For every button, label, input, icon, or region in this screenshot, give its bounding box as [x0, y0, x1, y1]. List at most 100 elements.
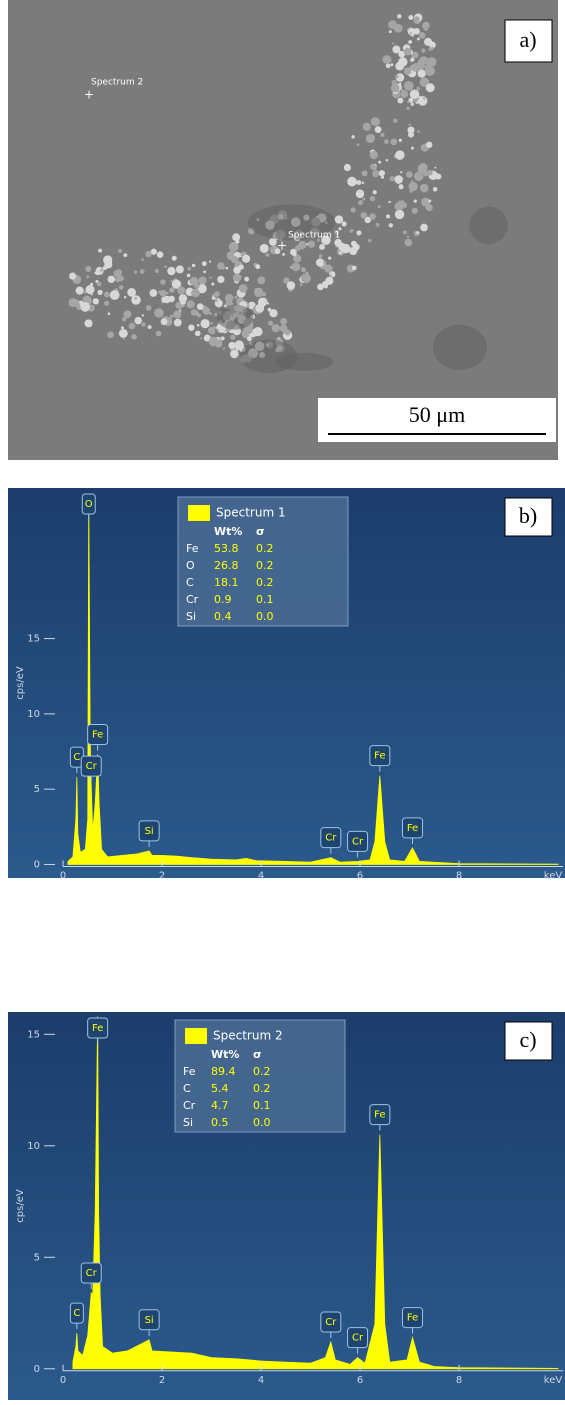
x-axis-label: keV [544, 1375, 563, 1386]
particle [234, 340, 244, 350]
particle [234, 295, 238, 299]
particle [430, 46, 434, 50]
particle [286, 281, 296, 290]
legend-label: Spectrum 2 [213, 1029, 283, 1043]
table-cell: 0.2 [256, 559, 274, 572]
legend-swatch [185, 1028, 207, 1044]
table-cell: C [183, 1082, 191, 1095]
peak-label-box [402, 817, 424, 839]
particle [425, 83, 435, 93]
dark-patch [240, 339, 297, 374]
particle [355, 189, 365, 199]
particle [214, 326, 217, 330]
particle [254, 287, 258, 291]
y-axis-label: cps/eV [15, 1189, 26, 1223]
particle [423, 26, 429, 32]
particle [362, 122, 371, 131]
particle [238, 264, 244, 270]
peak-label: Fe [92, 730, 103, 741]
particle [350, 207, 356, 213]
particle [419, 183, 429, 193]
particle [378, 170, 385, 177]
x-tick-label: 6 [357, 870, 363, 881]
particle [228, 341, 236, 350]
particle [80, 302, 91, 312]
peak-label: Fe [374, 1110, 385, 1121]
peak-label: Si [145, 826, 154, 837]
particle [358, 200, 364, 206]
particle [418, 31, 426, 39]
particle [398, 138, 402, 142]
particle [113, 269, 121, 278]
particle [388, 30, 392, 34]
particle [406, 106, 410, 110]
peak-label-box [369, 1104, 391, 1126]
y-tick-label: 0 [34, 1364, 40, 1375]
particle [328, 274, 332, 278]
particle [262, 292, 267, 297]
particle [203, 270, 207, 274]
particle [217, 329, 220, 332]
particle [356, 180, 362, 185]
table-cell: 0.4 [214, 610, 232, 623]
particle [408, 123, 411, 126]
particle [107, 312, 111, 316]
particle [383, 57, 388, 61]
legend-swatch [188, 505, 210, 521]
particle [403, 47, 412, 56]
particle [282, 253, 285, 256]
particle [328, 256, 332, 260]
particle [369, 213, 376, 220]
table-cell: 26.8 [214, 559, 239, 572]
particle [410, 102, 414, 106]
particle [74, 301, 80, 308]
particle [394, 175, 403, 184]
particle [338, 227, 342, 231]
y-tick-label: 15 [27, 1029, 40, 1040]
panel-label-box [504, 19, 553, 63]
particle [235, 347, 239, 351]
particle [338, 251, 343, 255]
y-tick-label: 5 [34, 1252, 40, 1263]
particle [306, 243, 309, 246]
dark-patch [216, 304, 254, 330]
particle [211, 282, 215, 286]
particle [123, 310, 132, 319]
particle [216, 343, 220, 347]
particle [173, 310, 182, 319]
particle [214, 291, 220, 297]
particle [403, 67, 412, 75]
table-cell: Fe [186, 542, 199, 555]
particle [408, 131, 414, 138]
particle [346, 245, 349, 248]
particle [380, 175, 385, 179]
particle [411, 207, 418, 214]
x-tick-label: 0 [60, 870, 66, 881]
particle [128, 322, 136, 330]
particle [90, 293, 93, 296]
particle [187, 266, 192, 271]
particle [90, 282, 94, 286]
particle [334, 238, 342, 247]
particle [194, 283, 200, 289]
table-cell: 4.7 [211, 1099, 229, 1112]
particle [271, 323, 280, 333]
particle [419, 77, 430, 88]
particle [351, 135, 355, 139]
particle [145, 305, 152, 311]
particle [94, 271, 98, 275]
particle [284, 329, 291, 336]
table-cell: O [186, 559, 195, 572]
particle [395, 74, 399, 79]
dark-patch [432, 324, 487, 370]
particle [416, 231, 420, 235]
particle [411, 146, 414, 150]
particle [404, 238, 413, 247]
spectrum-area [72, 1016, 559, 1370]
particle [300, 267, 306, 273]
particle [274, 248, 281, 255]
table-cell: 53.8 [214, 542, 239, 555]
particle [364, 216, 372, 224]
particle [367, 238, 372, 243]
particle [400, 171, 403, 174]
